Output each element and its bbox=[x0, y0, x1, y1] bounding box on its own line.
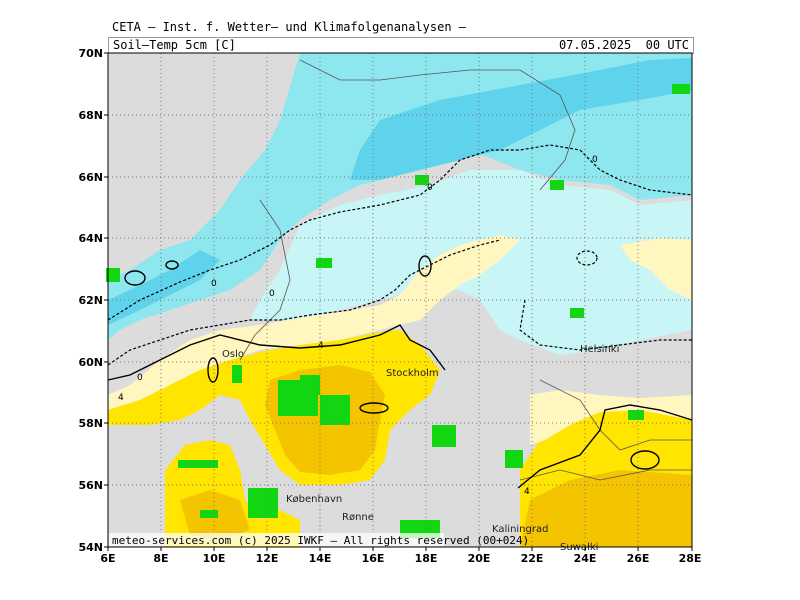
city-ronne: Rønne bbox=[342, 512, 374, 523]
lon-label: 16E bbox=[362, 552, 385, 565]
contour-labels: 0 0 0 0 0 4 4 4 bbox=[118, 155, 598, 497]
contour-label: 4 bbox=[118, 393, 124, 403]
lon-label: 6E bbox=[100, 552, 115, 565]
lat-label: 54N bbox=[78, 541, 103, 554]
contour-four-west2 bbox=[165, 260, 179, 270]
lon-label: 26E bbox=[627, 552, 650, 565]
field-blue-north bbox=[350, 58, 692, 180]
lon-label: 22E bbox=[521, 552, 544, 565]
lon-label: 28E bbox=[679, 552, 702, 565]
contour-label: 0 bbox=[269, 289, 275, 299]
contour-four-west bbox=[124, 270, 146, 286]
lat-label: 70N bbox=[78, 47, 103, 60]
longitude-labels: 6E 8E 10E 12E 14E 16E 18E 20E 22E 24E 26… bbox=[100, 552, 701, 565]
field-gold-baltic bbox=[520, 470, 692, 547]
lat-label: 56N bbox=[78, 479, 103, 492]
axis-ticks bbox=[104, 52, 693, 551]
contour-four-mid bbox=[418, 255, 432, 277]
contour-label: 0 bbox=[592, 155, 598, 165]
contour-label: 0 bbox=[211, 279, 217, 289]
contour-zero-lake bbox=[576, 250, 598, 266]
lat-label: 64N bbox=[78, 232, 103, 245]
lon-label: 14E bbox=[309, 552, 332, 565]
lon-label: 12E bbox=[256, 552, 279, 565]
lon-label: 18E bbox=[415, 552, 438, 565]
lat-label: 62N bbox=[78, 294, 103, 307]
field-blue-west bbox=[108, 250, 220, 325]
lat-label: 68N bbox=[78, 109, 103, 122]
city-stockholm: Stockholm bbox=[386, 368, 439, 379]
lon-label: 24E bbox=[574, 552, 597, 565]
contour-zero-finland bbox=[519, 299, 692, 351]
city-oslo: Oslo bbox=[222, 349, 244, 360]
lon-label: 8E bbox=[153, 552, 168, 565]
contour-label: 4 bbox=[524, 487, 530, 497]
contour-lines bbox=[107, 144, 693, 489]
contour-label: 4 bbox=[318, 341, 324, 351]
credit-text: meteo-services.com (c) 2025 IWKF — All r… bbox=[112, 534, 529, 547]
field-pale-yellow bbox=[108, 235, 520, 410]
contour-four-south-sweden bbox=[359, 402, 389, 414]
contour-zero-south bbox=[107, 239, 501, 366]
lat-label: 58N bbox=[78, 417, 103, 430]
lon-label: 10E bbox=[203, 552, 226, 565]
valid-time: 07.05.2025 00 UTC bbox=[558, 38, 689, 52]
city-helsinki: Helsinki bbox=[580, 344, 619, 355]
grid-lines bbox=[108, 53, 692, 547]
contour-four-island bbox=[630, 450, 660, 470]
latitude-labels: 70N 68N 66N 64N 62N 60N 58N 56N 54N bbox=[78, 47, 103, 554]
contour-four-baltic bbox=[517, 404, 693, 489]
contour-label: 0 bbox=[427, 183, 433, 193]
contour-label: 0 bbox=[137, 373, 143, 383]
city-kobenhavn: København bbox=[286, 494, 342, 505]
parameter-title: Soil—Temp 5cm [C] bbox=[113, 38, 236, 52]
field-pale-yellow-baltic bbox=[530, 390, 692, 445]
lat-label: 66N bbox=[78, 171, 103, 184]
credit-backdrop bbox=[109, 533, 444, 546]
header-organization: CETA — Inst. f. Wetter— und Klimafolgena… bbox=[112, 20, 467, 34]
contour-four bbox=[107, 324, 446, 381]
city-kaliningrad: Kaliningrad bbox=[492, 524, 548, 535]
lat-label: 60N bbox=[78, 356, 103, 369]
borders bbox=[239, 59, 692, 481]
lon-label: 20E bbox=[468, 552, 491, 565]
contour-four-oslo bbox=[207, 357, 219, 383]
